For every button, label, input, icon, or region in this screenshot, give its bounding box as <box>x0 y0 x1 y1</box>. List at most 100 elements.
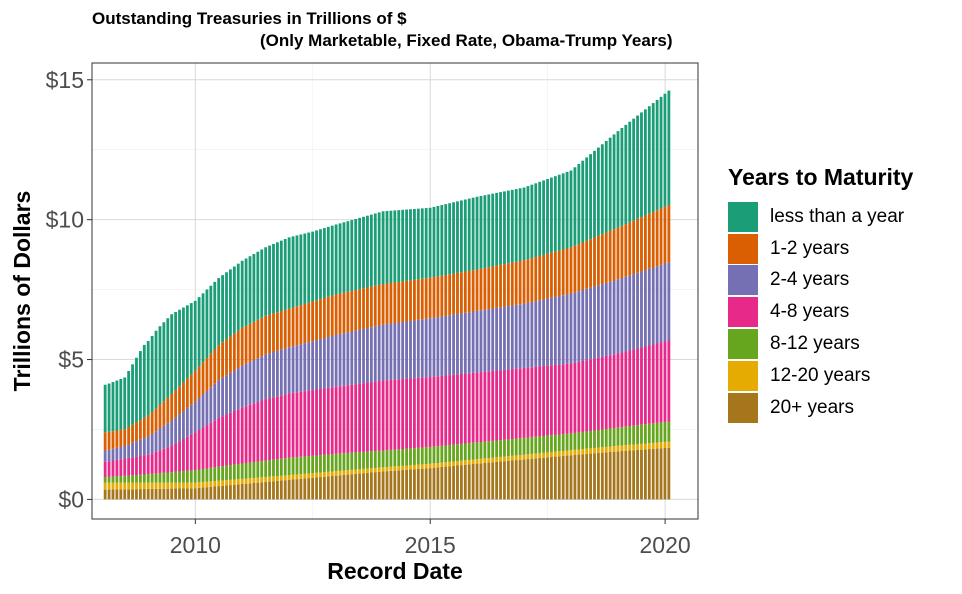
bar-segment <box>401 379 405 450</box>
bar-segment <box>146 436 150 455</box>
bar-segment <box>291 236 295 308</box>
bar-segment <box>138 455 142 475</box>
bar-segment <box>397 466 401 471</box>
bar-segment <box>138 351 142 421</box>
bar-segment <box>589 453 592 500</box>
bar-segment <box>479 310 483 373</box>
bar-segment <box>393 449 397 467</box>
bar-segment <box>146 488 150 500</box>
bar-segment <box>319 229 322 300</box>
bar-segment <box>123 445 127 459</box>
bar-segment <box>491 266 495 309</box>
bar-segment <box>221 377 225 417</box>
bar-segment <box>409 448 412 466</box>
bar-segment <box>483 267 487 310</box>
bar-segment <box>581 290 585 361</box>
bar-segment <box>193 432 197 471</box>
bar-segment <box>667 204 671 263</box>
bar-segment <box>628 450 632 500</box>
bar-segment <box>581 160 585 243</box>
bar-segment <box>299 234 303 306</box>
bar-segment <box>170 488 174 500</box>
bar-segment <box>643 449 647 500</box>
bar-segment <box>518 261 522 305</box>
bar-segment <box>217 480 221 487</box>
bar-segment <box>456 313 459 375</box>
bar-segment <box>342 474 346 500</box>
bar-segment <box>479 441 483 459</box>
bar-segment <box>225 465 228 481</box>
bar-segment <box>373 467 377 473</box>
bar-segment <box>440 275 444 317</box>
bar-segment <box>138 489 142 500</box>
bar-segment <box>405 378 408 449</box>
bar-segment <box>620 352 624 428</box>
bar-segment <box>358 473 362 500</box>
bar-segment <box>416 464 420 469</box>
bar-segment <box>213 486 217 500</box>
bar-segment <box>213 349 217 384</box>
bar-segment <box>225 375 228 415</box>
bar-segment <box>550 452 553 457</box>
bar-segment <box>503 264 506 307</box>
bar-segment <box>405 209 408 281</box>
bar-segment <box>146 454 150 475</box>
bar-segment <box>444 466 448 500</box>
bar-segment <box>628 121 632 223</box>
bar-segment <box>162 482 166 489</box>
bar-segment <box>115 447 119 460</box>
bar-segment <box>272 243 275 314</box>
bar-segment <box>436 317 440 377</box>
bar-segment <box>256 358 260 402</box>
bar-segment <box>346 385 350 453</box>
bar-segment <box>483 371 487 442</box>
bar-segment <box>487 309 491 372</box>
legend-item: 4-8 years <box>728 296 913 328</box>
legend-swatch <box>728 265 758 296</box>
bar-segment <box>514 460 518 500</box>
bar-segment <box>244 478 248 484</box>
bar-segment <box>393 379 397 450</box>
bar-segment <box>142 474 146 483</box>
bar-segment <box>585 288 589 361</box>
bar-segment <box>487 267 491 310</box>
bar-segment <box>624 351 628 427</box>
bar-segment <box>499 264 502 308</box>
bar-segment <box>436 376 440 447</box>
bar-segment <box>542 299 546 367</box>
bar-segment <box>326 476 330 500</box>
bar-segment <box>628 444 632 451</box>
bar-segment <box>546 179 549 254</box>
bar-segment <box>624 450 628 500</box>
bar-segment <box>456 465 459 500</box>
bar-segment <box>182 482 185 489</box>
bar-segment <box>495 192 499 266</box>
bar-segment <box>667 90 671 205</box>
bar-segment <box>452 314 455 375</box>
bar-segment <box>268 476 271 482</box>
bar-segment <box>256 251 260 320</box>
bar-segment <box>585 240 589 289</box>
bar-segment <box>221 485 225 500</box>
bar-segment <box>150 488 154 500</box>
bar-segment <box>135 357 138 423</box>
bar-segment <box>479 463 483 500</box>
bar-segment <box>589 359 592 431</box>
bar-segment <box>604 452 608 500</box>
bar-segment <box>275 312 279 351</box>
bar-segment <box>561 295 565 365</box>
bar-segment <box>279 349 283 396</box>
bar-segment <box>432 467 436 500</box>
bar-segment <box>213 467 217 482</box>
bar-segment <box>197 429 201 470</box>
bar-segment <box>436 467 440 500</box>
bar-segment <box>197 297 201 367</box>
bar-segment <box>424 468 428 500</box>
bar-segment <box>232 333 236 371</box>
bar-segment <box>506 460 510 500</box>
bar-segment <box>311 455 315 474</box>
bar-segment <box>577 454 581 500</box>
bar-segment <box>632 349 636 426</box>
bar-segment <box>655 210 659 267</box>
